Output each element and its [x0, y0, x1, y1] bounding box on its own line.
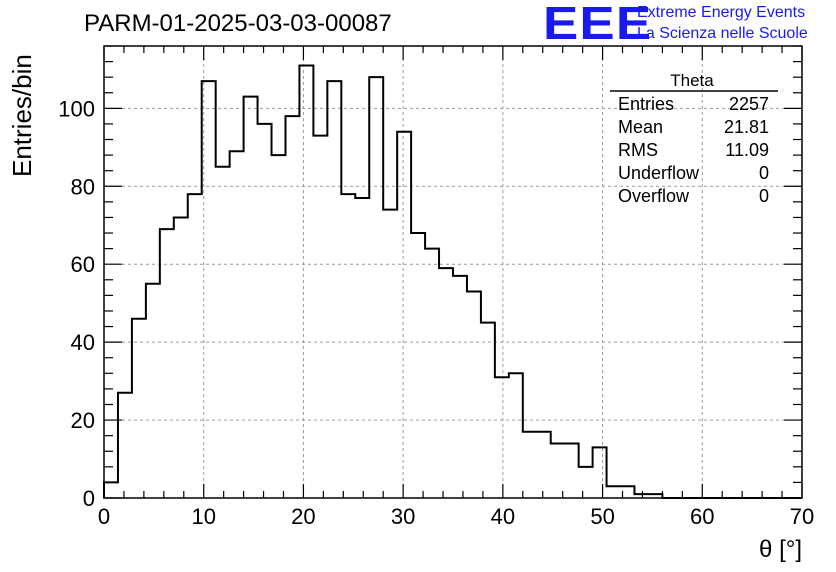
stats-row-value: 21.81	[724, 117, 769, 137]
y-tick-label: 80	[71, 174, 95, 199]
x-tick-label: 70	[790, 504, 814, 529]
stats-title: Theta	[670, 71, 714, 90]
stats-row-label: Entries	[618, 94, 674, 114]
x-tick-label: 20	[291, 504, 315, 529]
y-tick-label: 20	[71, 408, 95, 433]
chart-title: PARM-01-2025-03-03-00087	[84, 10, 392, 37]
x-tick-label: 40	[491, 504, 515, 529]
y-tick-label: 0	[83, 486, 95, 511]
labels-layer: 0 10 20 30 40 50 60 70 0 20 40 60 80 100	[58, 96, 814, 529]
stats-row-label: RMS	[618, 140, 658, 160]
stats-row-label: Mean	[618, 117, 663, 137]
stats-row-value: 2257	[729, 94, 769, 114]
y-axis-label: Entries/bin	[7, 54, 37, 177]
histogram-series	[103, 64, 802, 499]
x-tick-label: 50	[590, 504, 614, 529]
x-tick-label: 0	[98, 504, 110, 529]
eee-logo: EEE	[543, 0, 653, 49]
grid-layer	[104, 46, 802, 498]
stats-row-value: 0	[759, 186, 769, 206]
org-name-line2: La Scienza nelle Scuole	[637, 25, 808, 42]
stats-box: Theta Entries 2257 Mean 21.81 RMS 11.09 Underf…	[610, 71, 778, 206]
stats-row-value: 0	[759, 163, 769, 183]
x-tick-label: 60	[690, 504, 714, 529]
stats-row-label: Overflow	[618, 186, 690, 206]
x-tick-label: 30	[391, 504, 415, 529]
y-tick-label: 40	[71, 330, 95, 355]
x-axis-label: θ [°]	[759, 536, 802, 563]
x-tick-label: 10	[191, 504, 215, 529]
y-tick-label: 100	[58, 96, 95, 121]
plot-frame	[103, 45, 803, 499]
y-tick-label: 60	[71, 252, 95, 277]
org-name-line1: Extreme Energy Events	[637, 4, 806, 21]
stats-row-label: Underflow	[618, 163, 700, 183]
stats-row-value: 11.09	[725, 140, 769, 160]
